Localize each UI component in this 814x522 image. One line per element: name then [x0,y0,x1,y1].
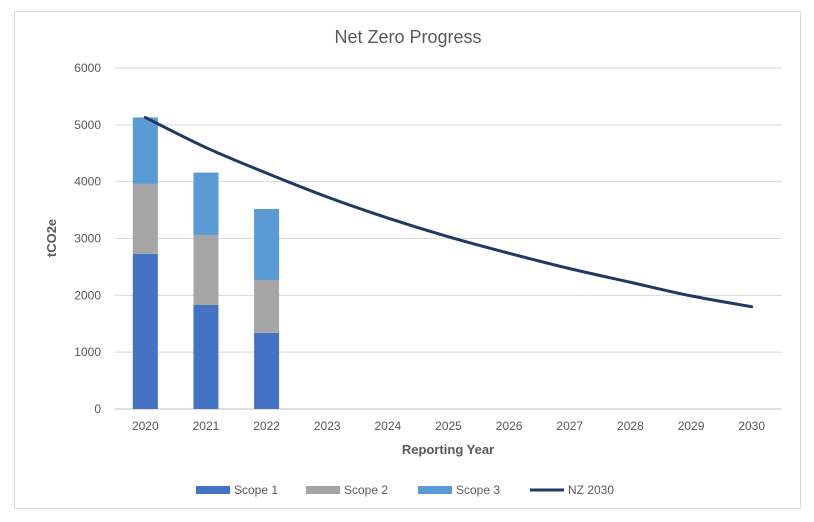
x-tick-label: 2028 [617,419,644,433]
y-axis-label: tCO2e [44,219,59,257]
gridlines [115,67,782,410]
x-axis-ticks: 2020 2021 2022 2023 2024 2025 2026 2027 2028 2029… [132,419,765,433]
nz-line [143,115,754,309]
x-tick-label: 2026 [496,419,523,433]
bars [132,117,280,409]
bar-scope-2-2021 [193,235,219,305]
x-tick-label: 2022 [253,419,280,433]
bar-scope-1-2022 [254,332,280,409]
bar-scope-1-2020 [132,253,158,409]
chart-title: Net Zero Progress [334,27,481,47]
bar-scope-3-2021 [193,172,219,236]
y-tick-label: 0 [94,402,101,416]
x-tick-label: 2021 [193,419,220,433]
x-tick-label: 2020 [132,419,159,433]
bar-scope-3-2020 [132,117,158,184]
x-tick-label: 2030 [738,419,765,433]
legend-label-nz-2030: NZ 2030 [568,483,614,497]
x-tick-label: 2027 [556,419,583,433]
bar-scope-2-2022 [254,279,280,333]
legend-label-scope-2: Scope 2 [344,483,388,497]
x-axis-label: Reporting Year [402,442,494,457]
y-tick-label: 1000 [74,345,101,359]
legend-swatch-scope-2 [306,486,340,494]
x-tick-label: 2024 [375,419,402,433]
legend-swatch-scope-1 [196,486,230,494]
legend-swatch-scope-3 [418,486,452,494]
y-axis-ticks: 0 1000 2000 3000 4000 5000 6000 [74,61,101,416]
legend: Scope 1 Scope 2 Scope 3 NZ 2030 [196,483,614,497]
y-tick-label: 6000 [74,61,101,75]
y-tick-label: 3000 [74,232,101,246]
legend-label-scope-3: Scope 3 [456,483,500,497]
bar-scope-1-2021 [193,304,219,409]
bar-scope-2-2020 [132,183,158,254]
y-tick-label: 4000 [74,175,101,189]
x-tick-label: 2025 [435,419,462,433]
x-tick-label: 2029 [678,419,705,433]
y-tick-label: 2000 [74,288,101,302]
bar-scope-3-2022 [254,208,280,280]
nz-2030-line [143,115,754,309]
legend-label-scope-1: Scope 1 [234,483,278,497]
x-tick-label: 2023 [314,419,341,433]
y-tick-label: 5000 [74,118,101,132]
